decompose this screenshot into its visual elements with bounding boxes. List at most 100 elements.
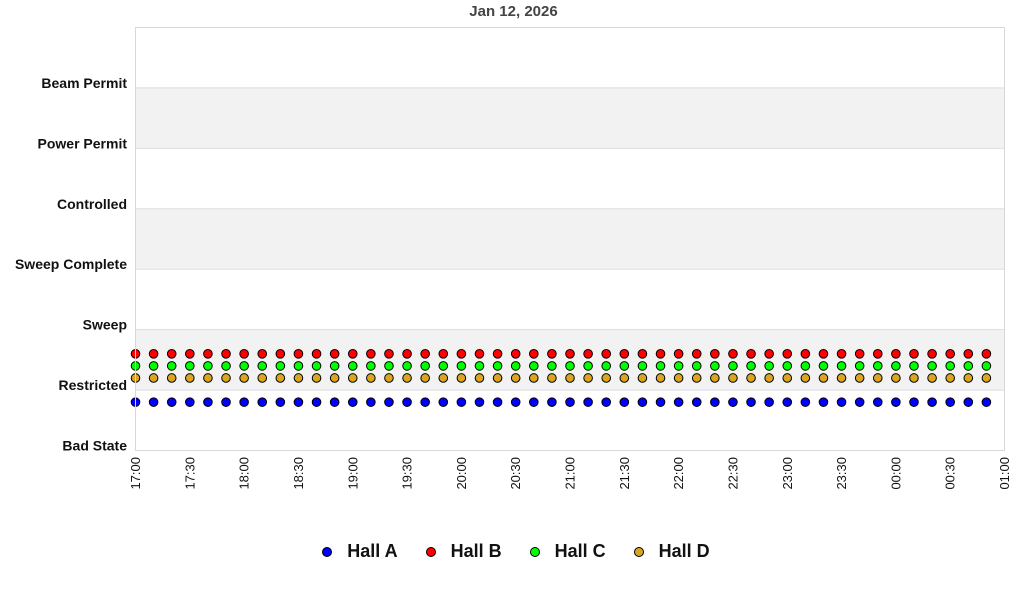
data-point bbox=[366, 361, 376, 371]
series-hall-b bbox=[130, 349, 992, 359]
data-point bbox=[510, 397, 521, 407]
data-point bbox=[221, 349, 231, 359]
data-point bbox=[528, 361, 539, 371]
data-point bbox=[673, 361, 684, 371]
data-point bbox=[257, 373, 268, 383]
data-point bbox=[474, 349, 485, 359]
data-point bbox=[746, 349, 756, 359]
data-point bbox=[872, 361, 883, 371]
data-point bbox=[257, 349, 268, 359]
data-point bbox=[927, 361, 937, 371]
data-point bbox=[438, 361, 449, 371]
data-point bbox=[293, 373, 304, 383]
data-point bbox=[510, 349, 521, 359]
data-point bbox=[492, 361, 503, 371]
data-point bbox=[402, 361, 412, 371]
y-band bbox=[135, 269, 1005, 330]
plot-border bbox=[135, 27, 1005, 451]
data-point bbox=[728, 361, 738, 371]
x-tick-label: 17:00 bbox=[128, 457, 143, 490]
legend-item-hall-a[interactable]: Hall A bbox=[322, 541, 398, 562]
x-tick-label: 19:00 bbox=[345, 457, 360, 490]
plot-area: Bad State Restricted Sweep Sweep Complete Co… bbox=[15, 27, 1012, 490]
data-point bbox=[257, 397, 268, 407]
legend: Hall A Hall B Hall C Hall D bbox=[0, 541, 1024, 562]
data-point bbox=[619, 349, 630, 359]
data-point bbox=[945, 373, 955, 383]
data-point bbox=[492, 397, 503, 407]
data-point bbox=[148, 373, 159, 383]
data-point bbox=[148, 349, 159, 359]
data-point bbox=[474, 361, 485, 371]
data-point bbox=[456, 397, 467, 407]
data-point bbox=[818, 349, 829, 359]
data-point bbox=[203, 373, 213, 383]
data-point bbox=[963, 397, 974, 407]
data-point bbox=[927, 373, 937, 383]
data-point bbox=[710, 373, 720, 383]
data-point bbox=[782, 397, 793, 407]
data-point bbox=[311, 349, 322, 359]
data-point bbox=[311, 373, 322, 383]
legend-marker-icon bbox=[425, 546, 436, 557]
data-point bbox=[311, 397, 322, 407]
y-tick-label: Controlled bbox=[57, 196, 127, 212]
data-point bbox=[239, 373, 249, 383]
data-point bbox=[945, 397, 955, 407]
data-point bbox=[166, 373, 177, 383]
data-point bbox=[456, 349, 467, 359]
data-point bbox=[438, 349, 449, 359]
data-point bbox=[691, 373, 702, 383]
data-point bbox=[891, 349, 901, 359]
data-point bbox=[673, 349, 684, 359]
data-point bbox=[619, 373, 630, 383]
data-point bbox=[710, 397, 720, 407]
data-point bbox=[492, 373, 503, 383]
data-point bbox=[402, 373, 412, 383]
data-point bbox=[854, 349, 865, 359]
data-point bbox=[728, 349, 738, 359]
data-point bbox=[927, 349, 937, 359]
data-point bbox=[565, 397, 575, 407]
data-point bbox=[746, 397, 756, 407]
data-point bbox=[637, 361, 648, 371]
data-point bbox=[293, 349, 304, 359]
data-point bbox=[583, 349, 593, 359]
data-point bbox=[185, 361, 195, 371]
data-point bbox=[963, 361, 974, 371]
data-point bbox=[728, 397, 738, 407]
data-point bbox=[166, 349, 177, 359]
y-band bbox=[135, 87, 1005, 149]
data-point bbox=[673, 397, 684, 407]
legend-item-hall-d[interactable]: Hall D bbox=[633, 541, 710, 562]
data-point bbox=[438, 373, 449, 383]
data-point bbox=[492, 349, 503, 359]
data-point bbox=[275, 373, 286, 383]
data-point bbox=[945, 361, 955, 371]
data-point bbox=[239, 361, 249, 371]
legend-item-hall-c[interactable]: Hall C bbox=[529, 541, 606, 562]
data-point bbox=[710, 349, 720, 359]
data-point bbox=[565, 349, 575, 359]
data-point bbox=[800, 373, 811, 383]
data-point bbox=[691, 397, 702, 407]
data-point bbox=[528, 373, 539, 383]
data-point bbox=[474, 397, 485, 407]
y-tick-label: Sweep Complete bbox=[15, 256, 127, 272]
data-point bbox=[221, 373, 231, 383]
x-tick-label: 20:30 bbox=[508, 457, 523, 490]
data-point bbox=[148, 361, 159, 371]
y-bands bbox=[135, 27, 1005, 451]
legend-item-hall-b[interactable]: Hall B bbox=[425, 541, 502, 562]
y-tick-label: Sweep bbox=[83, 317, 127, 333]
data-point bbox=[528, 349, 539, 359]
data-point bbox=[185, 349, 195, 359]
data-point bbox=[329, 349, 340, 359]
data-point bbox=[872, 349, 883, 359]
x-tick-label: 23:30 bbox=[834, 457, 849, 490]
data-point bbox=[203, 349, 213, 359]
data-point bbox=[547, 397, 557, 407]
data-point bbox=[329, 397, 340, 407]
data-point bbox=[963, 349, 974, 359]
data-point bbox=[836, 349, 847, 359]
